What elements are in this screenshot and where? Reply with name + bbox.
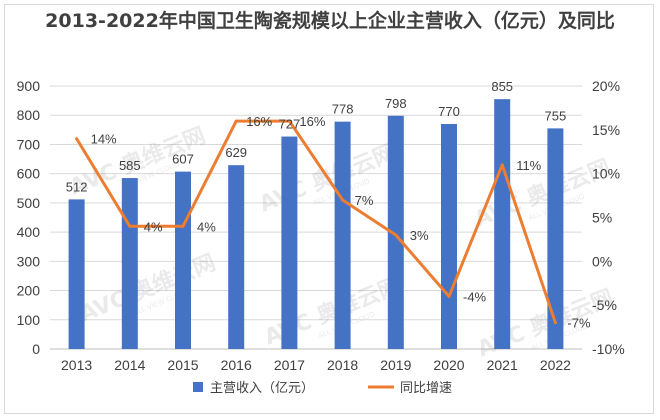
growth-value-label: 4%	[144, 219, 163, 234]
legend-swatch-revenue	[193, 382, 203, 392]
growth-value-label: 14%	[91, 132, 117, 147]
x-axis-tick-label: 2016	[221, 357, 252, 373]
growth-point-2016	[234, 119, 238, 123]
bar-series	[68, 99, 564, 350]
legend-label-revenue: 主营收入（亿元）	[210, 381, 314, 396]
right-axis-tick-label: -5%	[592, 297, 617, 313]
growth-point-2020	[447, 294, 451, 298]
growth-value-label: 3%	[410, 228, 429, 243]
bar-data-labels: 512 585 607 629 727 778 798 770 855 755	[66, 79, 567, 194]
bar-value-label: 512	[66, 179, 88, 194]
bar-2017	[281, 136, 298, 349]
left-axis-tick-label: 100	[17, 312, 41, 328]
left-axis-tick-label: 0	[32, 341, 40, 357]
left-axis-tick-label: 600	[17, 166, 41, 182]
bar-value-label: 585	[119, 158, 141, 173]
growth-line	[75, 119, 557, 324]
bar-value-label: 607	[172, 152, 194, 167]
bar-2018	[334, 121, 351, 349]
bar-2015	[175, 171, 191, 349]
bar-2021	[494, 99, 511, 350]
growth-point-2014	[128, 224, 132, 228]
chart-frame	[4, 4, 654, 414]
bar-2013	[68, 199, 85, 349]
line-series	[75, 119, 557, 325]
growth-value-label: 4%	[197, 219, 216, 234]
x-axis-tick-label: 2022	[540, 357, 571, 373]
growth-point-2018	[341, 198, 345, 202]
growth-value-label: 11%	[516, 158, 541, 173]
right-axis-tick-label: -10%	[592, 341, 625, 357]
line-data-labels: 14% 4% 4% 16% 16% 7% 3% -4% 11% -7%	[91, 114, 591, 331]
growth-point-2015	[181, 224, 185, 228]
right-axis-tick-label: 0%	[592, 253, 612, 269]
bar-value-label: 727	[279, 117, 301, 132]
x-axis-tick-label: 2021	[487, 357, 518, 373]
growth-value-label: -7%	[567, 316, 591, 331]
bar-value-label: 778	[332, 102, 354, 117]
right-axis-tick-label: 5%	[592, 210, 612, 226]
growth-value-label: 16%	[299, 114, 325, 129]
x-axis-tick-label: 2015	[167, 357, 198, 373]
growth-value-label: 7%	[355, 193, 374, 208]
bar-value-label: 755	[545, 108, 567, 123]
left-axis-tick-label: 400	[17, 224, 41, 240]
left-axis-tick-label: 800	[17, 107, 41, 123]
bar-value-label: 629	[225, 145, 247, 160]
bar-2019	[387, 115, 404, 349]
bar-2014	[121, 178, 138, 349]
left-axis-ticks: 0 100 200 300 400 500 600 700 800 900	[17, 78, 41, 357]
x-axis-ticks: 2013 2014 2015 2016 2017 2018 2019 2020 2021 2022	[61, 357, 571, 373]
bar-value-label: 855	[491, 79, 513, 94]
bar-2022	[547, 128, 564, 349]
right-axis-tick-label: 20%	[592, 78, 620, 94]
right-axis-tick-label: 10%	[592, 166, 620, 182]
x-axis-tick-label: 2018	[327, 357, 358, 373]
gridlines	[50, 85, 582, 350]
bar-value-label: 770	[438, 104, 460, 119]
growth-point-2021	[500, 163, 504, 167]
chart-title: 2013-2022年中国卫生陶瓷规模以上企业主营收入（亿元）及同比	[45, 10, 615, 32]
left-axis-tick-label: 900	[17, 78, 41, 94]
left-axis-tick-label: 700	[17, 136, 41, 152]
growth-point-2013	[75, 137, 79, 141]
bar-2016	[228, 165, 245, 349]
x-axis-tick-label: 2013	[61, 357, 92, 373]
legend: 主营收入（亿元） 同比增速	[193, 381, 452, 396]
growth-value-label: 16%	[246, 114, 272, 129]
x-axis-tick-label: 2014	[114, 357, 145, 373]
bar-value-label: 798	[385, 96, 407, 111]
left-axis-tick-label: 300	[17, 253, 41, 269]
left-axis-tick-label: 500	[17, 195, 41, 211]
x-axis-tick-label: 2017	[274, 357, 305, 373]
growth-value-label: -4%	[463, 289, 487, 304]
growth-point-2019	[394, 233, 398, 237]
x-axis-tick-label: 2019	[380, 357, 411, 373]
right-axis-tick-label: 15%	[592, 122, 620, 138]
bar-2020	[441, 123, 457, 349]
growth-point-2017	[287, 119, 291, 123]
growth-point-2022	[553, 321, 557, 325]
x-axis-tick-label: 2020	[433, 357, 464, 373]
left-axis-tick-label: 200	[17, 283, 41, 299]
legend-label-growth: 同比增速	[400, 381, 452, 396]
right-axis-ticks: -10% -5% 0% 5% 10% 15% 20%	[592, 78, 625, 357]
